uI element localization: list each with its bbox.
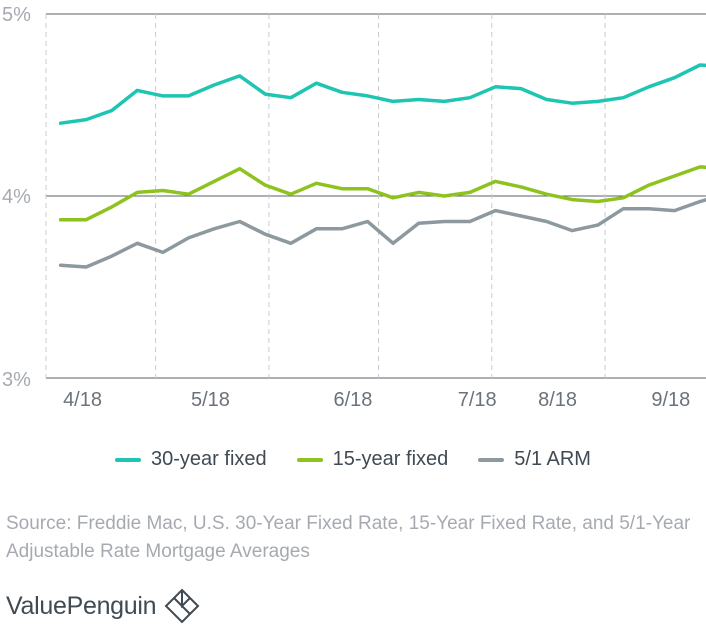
series-lines <box>58 63 706 269</box>
y-tick-label: 4% <box>2 186 31 208</box>
x-axis-ticks: 4/185/186/187/188/189/1810/18 <box>63 389 690 411</box>
source-note: Source: Freddie Mac, U.S. 30-Year Fixed … <box>6 513 691 562</box>
legend-swatch-15-year <box>296 457 323 462</box>
x-tick-label: 8/18 <box>538 389 577 411</box>
brand-logo: ValuePenguin <box>6 588 200 624</box>
x-tick-label: 9/18 <box>651 389 690 411</box>
y-axis-ticks: 3% 4% 5% <box>2 4 31 391</box>
legend-item-15-year: 15-year fixed <box>296 448 449 471</box>
x-tick-label: 4/18 <box>63 389 102 411</box>
brand-name: ValuePenguin <box>6 591 157 620</box>
legend-item-arm: 5/1 ARM <box>478 448 591 471</box>
series-line-2 <box>58 197 706 269</box>
gridlines <box>45 13 706 379</box>
legend-swatch-arm <box>478 457 505 462</box>
legend-label-15-year: 15-year fixed <box>332 448 449 470</box>
series-line-1 <box>58 165 706 222</box>
legend-label-arm: 5/1 ARM <box>514 448 591 470</box>
series-line-0 <box>58 63 706 125</box>
x-tick-label: 7/18 <box>458 389 497 411</box>
mortgage-rate-chart: 3%4%5% 4/185/186/187/188/189/1810/18 <box>2 4 706 411</box>
y-tick-label: 3% <box>2 369 31 391</box>
legend-label-30-year: 30-year fixed <box>151 448 267 470</box>
legend: 30-year fixed 15-year fixed 5/1 ARM <box>0 448 706 471</box>
legend-swatch-30-year <box>115 457 142 462</box>
y-tick-label: 5% <box>2 4 31 26</box>
penguin-logo-icon <box>164 588 200 624</box>
x-tick-label: 6/18 <box>333 389 372 411</box>
x-tick-label: 5/18 <box>191 389 230 411</box>
legend-item-30-year: 30-year fixed <box>115 448 267 471</box>
